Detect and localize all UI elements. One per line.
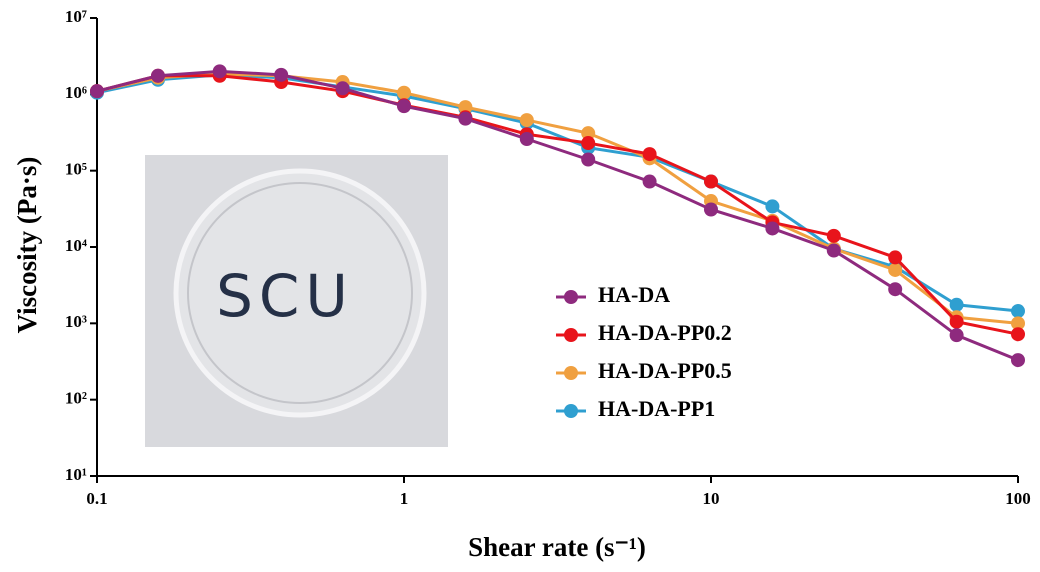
data-point bbox=[581, 136, 596, 151]
data-point bbox=[704, 202, 718, 217]
data-point bbox=[765, 199, 780, 214]
petri-dish bbox=[173, 168, 427, 418]
data-point bbox=[150, 68, 165, 83]
data-point bbox=[888, 250, 903, 265]
x-axis-label: Shear rate (s⁻¹) bbox=[468, 532, 646, 562]
y-tick-label: 10² bbox=[65, 389, 87, 408]
data-point bbox=[90, 84, 104, 99]
data-point bbox=[888, 282, 903, 297]
y-tick-label: 10⁶ bbox=[65, 83, 87, 102]
legend-label: HA-DA-PP0.5 bbox=[598, 358, 732, 383]
legend-marker bbox=[564, 366, 578, 380]
data-point bbox=[274, 67, 289, 82]
data-point bbox=[1011, 304, 1025, 319]
data-point bbox=[1011, 353, 1025, 368]
data-point bbox=[458, 111, 473, 126]
data-point bbox=[1011, 327, 1025, 342]
data-point bbox=[581, 152, 596, 167]
data-point bbox=[949, 297, 964, 312]
y-tick-label: 10⁴ bbox=[65, 236, 87, 255]
series-line bbox=[96, 69, 1019, 362]
data-point bbox=[826, 228, 841, 243]
x-tick-label: 10 bbox=[703, 489, 720, 508]
data-point bbox=[642, 147, 657, 162]
legend-label: HA-DA bbox=[598, 282, 670, 307]
petri-dish-rim bbox=[187, 182, 413, 404]
data-point bbox=[765, 221, 780, 236]
series-line bbox=[96, 72, 1019, 325]
data-point bbox=[888, 262, 903, 277]
legend-label: HA-DA-PP0.2 bbox=[598, 320, 732, 345]
data-point bbox=[1011, 316, 1025, 331]
legend-marker bbox=[564, 404, 578, 418]
legend-marker bbox=[564, 290, 578, 304]
inset-label: SCU bbox=[216, 262, 354, 330]
y-tick-label: 10⁷ bbox=[65, 7, 87, 26]
data-point bbox=[397, 85, 411, 100]
legend-marker bbox=[564, 328, 578, 342]
data-point bbox=[949, 328, 964, 343]
x-tick-label: 100 bbox=[1005, 489, 1031, 508]
x-tick-label: 1 bbox=[400, 489, 409, 508]
legend-label: HA-DA-PP1 bbox=[598, 396, 715, 421]
data-point bbox=[949, 314, 964, 329]
data-point bbox=[397, 99, 411, 114]
data-point bbox=[581, 126, 596, 141]
data-point bbox=[642, 174, 657, 189]
series-line bbox=[96, 74, 1019, 336]
data-point bbox=[335, 81, 350, 96]
inset-photo: SCU bbox=[145, 155, 448, 447]
data-point bbox=[704, 174, 718, 189]
data-point bbox=[212, 64, 227, 79]
data-point bbox=[826, 243, 841, 258]
data-point bbox=[519, 131, 534, 146]
data-point bbox=[458, 100, 473, 115]
data-point bbox=[519, 113, 534, 128]
y-tick-label: 10¹ bbox=[65, 465, 87, 484]
y-axis-label: Viscosity (Pa·s) bbox=[12, 157, 42, 334]
y-tick-label: 10³ bbox=[65, 312, 87, 331]
x-tick-label: 0.1 bbox=[86, 489, 107, 508]
y-tick-label: 10⁵ bbox=[65, 160, 87, 179]
